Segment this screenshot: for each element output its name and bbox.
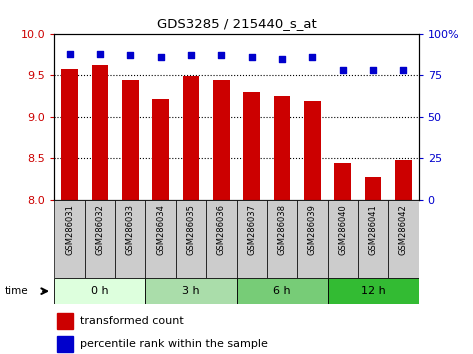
- Bar: [274, 96, 290, 200]
- Bar: [54, 278, 146, 304]
- Bar: [145, 278, 236, 304]
- Point: [187, 52, 195, 58]
- Text: 3 h: 3 h: [182, 286, 200, 296]
- Text: GSM286039: GSM286039: [308, 204, 317, 255]
- Bar: [85, 200, 115, 278]
- Text: GSM286033: GSM286033: [126, 204, 135, 255]
- Point: [369, 67, 377, 73]
- Bar: [176, 200, 206, 278]
- Text: GSM286042: GSM286042: [399, 204, 408, 255]
- Point: [248, 54, 255, 60]
- Text: GSM286037: GSM286037: [247, 204, 256, 255]
- Point: [278, 56, 286, 62]
- Bar: [152, 98, 169, 200]
- Point: [218, 52, 225, 58]
- Text: 6 h: 6 h: [273, 286, 291, 296]
- Text: time: time: [5, 286, 28, 296]
- Text: 12 h: 12 h: [361, 286, 385, 296]
- Bar: [304, 101, 321, 200]
- Bar: [365, 177, 381, 200]
- Bar: [57, 336, 73, 352]
- Point: [308, 54, 316, 60]
- Bar: [115, 200, 146, 278]
- Bar: [267, 200, 297, 278]
- Point: [339, 67, 347, 73]
- Bar: [243, 92, 260, 200]
- Text: transformed count: transformed count: [80, 316, 184, 326]
- Bar: [213, 80, 230, 200]
- Text: percentile rank within the sample: percentile rank within the sample: [80, 339, 268, 349]
- Bar: [57, 313, 73, 329]
- Bar: [183, 76, 199, 200]
- Bar: [236, 200, 267, 278]
- Bar: [92, 65, 108, 200]
- Bar: [395, 160, 412, 200]
- Text: GSM286034: GSM286034: [156, 204, 165, 255]
- Bar: [61, 69, 78, 200]
- Point: [126, 52, 134, 58]
- Bar: [297, 200, 327, 278]
- Bar: [145, 200, 176, 278]
- Text: GSM286031: GSM286031: [65, 204, 74, 255]
- Text: GSM286035: GSM286035: [186, 204, 195, 255]
- Bar: [327, 200, 358, 278]
- Bar: [327, 278, 419, 304]
- Bar: [122, 80, 139, 200]
- Text: GSM286040: GSM286040: [338, 204, 347, 255]
- Text: 0 h: 0 h: [91, 286, 109, 296]
- Text: GSM286041: GSM286041: [368, 204, 377, 255]
- Bar: [54, 200, 85, 278]
- Point: [157, 54, 165, 60]
- Text: GSM286036: GSM286036: [217, 204, 226, 255]
- Bar: [334, 162, 351, 200]
- Point: [96, 51, 104, 56]
- Point: [66, 51, 73, 56]
- Bar: [236, 278, 327, 304]
- Text: GSM286038: GSM286038: [278, 204, 287, 255]
- Bar: [358, 200, 388, 278]
- Text: GSM286032: GSM286032: [96, 204, 105, 255]
- Point: [400, 67, 407, 73]
- Title: GDS3285 / 215440_s_at: GDS3285 / 215440_s_at: [157, 17, 316, 30]
- Bar: [388, 200, 419, 278]
- Bar: [206, 200, 236, 278]
